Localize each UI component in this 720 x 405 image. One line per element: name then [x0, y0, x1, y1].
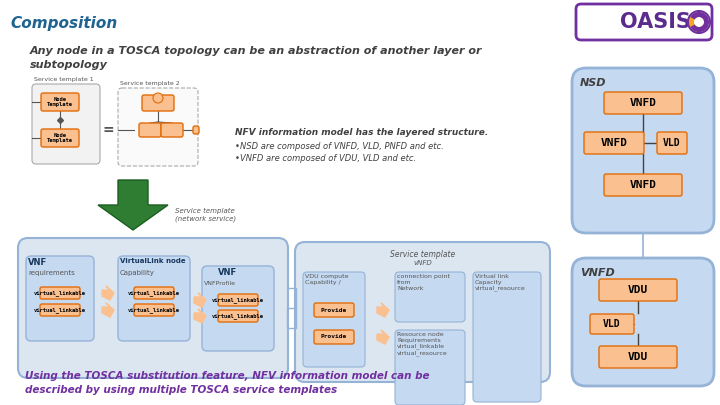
FancyBboxPatch shape [32, 84, 100, 164]
FancyBboxPatch shape [218, 310, 258, 322]
FancyBboxPatch shape [584, 132, 644, 154]
FancyBboxPatch shape [303, 272, 365, 367]
Text: Using the TOSCA substitution feature, NFV information model can be
described by : Using the TOSCA substitution feature, NF… [25, 371, 430, 395]
Text: VNFD: VNFD [629, 180, 657, 190]
FancyBboxPatch shape [40, 287, 80, 299]
Text: Service template
(network service): Service template (network service) [175, 208, 236, 222]
Text: VNFD: VNFD [580, 268, 615, 278]
Text: Provide: Provide [321, 335, 347, 339]
Text: requirements: requirements [28, 270, 75, 276]
Text: Virtual link
Capacity
virtual_resource: Virtual link Capacity virtual_resource [475, 274, 526, 291]
Text: virtual_linkable: virtual_linkable [212, 297, 264, 303]
FancyBboxPatch shape [657, 132, 687, 154]
FancyBboxPatch shape [576, 4, 712, 40]
Wedge shape [690, 12, 709, 32]
FancyBboxPatch shape [134, 287, 174, 299]
Text: Resource node
Requirements
virtual_linkable
virtual_resource: Resource node Requirements virtual_linka… [397, 332, 448, 356]
Text: virtual_linkable: virtual_linkable [128, 307, 180, 313]
FancyBboxPatch shape [395, 330, 465, 405]
Text: OASIS: OASIS [620, 12, 691, 32]
FancyBboxPatch shape [590, 314, 634, 334]
Polygon shape [98, 180, 168, 230]
FancyBboxPatch shape [193, 126, 199, 134]
Text: virtual_linkable: virtual_linkable [128, 290, 180, 296]
Polygon shape [377, 330, 389, 344]
Text: Service template 2: Service template 2 [120, 81, 180, 86]
Text: connection point
from
Network: connection point from Network [397, 274, 450, 291]
FancyBboxPatch shape [473, 272, 541, 402]
FancyBboxPatch shape [295, 242, 550, 382]
FancyBboxPatch shape [218, 294, 258, 306]
Text: VDU: VDU [628, 352, 648, 362]
FancyBboxPatch shape [202, 266, 274, 351]
Text: VNF: VNF [218, 268, 237, 277]
FancyBboxPatch shape [18, 238, 288, 378]
FancyBboxPatch shape [604, 92, 682, 114]
Polygon shape [194, 293, 206, 307]
FancyBboxPatch shape [599, 279, 677, 301]
Text: virtual_linkable: virtual_linkable [212, 313, 264, 319]
FancyBboxPatch shape [395, 272, 465, 322]
Text: Provide: Provide [321, 307, 347, 313]
Text: Node
Template: Node Template [47, 97, 73, 107]
Polygon shape [102, 303, 114, 317]
FancyBboxPatch shape [142, 95, 174, 111]
Text: Capability: Capability [120, 270, 155, 276]
FancyBboxPatch shape [314, 330, 354, 344]
Text: VNF: VNF [28, 258, 47, 267]
FancyBboxPatch shape [26, 256, 94, 341]
Text: Service template: Service template [390, 250, 455, 259]
Polygon shape [377, 303, 389, 317]
Text: VLD: VLD [663, 138, 681, 148]
Text: Service template 1: Service template 1 [34, 77, 94, 82]
FancyBboxPatch shape [134, 304, 174, 316]
Text: VNFD: VNFD [629, 98, 657, 108]
Text: Composition: Composition [10, 16, 117, 31]
Text: VDU: VDU [628, 285, 648, 295]
Text: •NSD are composed of VNFD, VLD, PNFD and etc.: •NSD are composed of VNFD, VLD, PNFD and… [235, 142, 444, 151]
Text: NSD: NSD [580, 78, 606, 88]
Text: NFV information model has the layered structure.: NFV information model has the layered st… [235, 128, 488, 137]
Polygon shape [194, 309, 206, 323]
FancyBboxPatch shape [599, 346, 677, 368]
FancyBboxPatch shape [572, 68, 714, 233]
FancyBboxPatch shape [314, 303, 354, 317]
FancyBboxPatch shape [161, 123, 183, 137]
FancyBboxPatch shape [118, 256, 190, 341]
Polygon shape [102, 286, 114, 300]
Text: virtual_linkable: virtual_linkable [34, 290, 86, 296]
Text: VNFD: VNFD [600, 138, 628, 148]
FancyBboxPatch shape [604, 174, 682, 196]
Text: Node
Template: Node Template [47, 132, 73, 143]
Text: VirtualLink node: VirtualLink node [120, 258, 186, 264]
FancyBboxPatch shape [572, 258, 714, 386]
Circle shape [153, 93, 163, 103]
Text: vNFD: vNFD [413, 260, 432, 266]
FancyBboxPatch shape [41, 93, 79, 111]
Text: •VNFD are composed of VDU, VLD and etc.: •VNFD are composed of VDU, VLD and etc. [235, 154, 416, 163]
Text: Any node in a TOSCA topology can be an abstraction of another layer or
subtopolo: Any node in a TOSCA topology can be an a… [30, 46, 482, 70]
Text: virtual_linkable: virtual_linkable [34, 307, 86, 313]
FancyBboxPatch shape [40, 304, 80, 316]
Text: VDU compute
Capability /: VDU compute Capability / [305, 274, 348, 285]
FancyBboxPatch shape [118, 88, 198, 166]
Text: VLD: VLD [603, 319, 621, 329]
FancyBboxPatch shape [139, 123, 161, 137]
FancyBboxPatch shape [41, 129, 79, 147]
Text: =: = [102, 123, 114, 137]
Text: VNFProfile: VNFProfile [204, 281, 236, 286]
Wedge shape [689, 12, 708, 32]
